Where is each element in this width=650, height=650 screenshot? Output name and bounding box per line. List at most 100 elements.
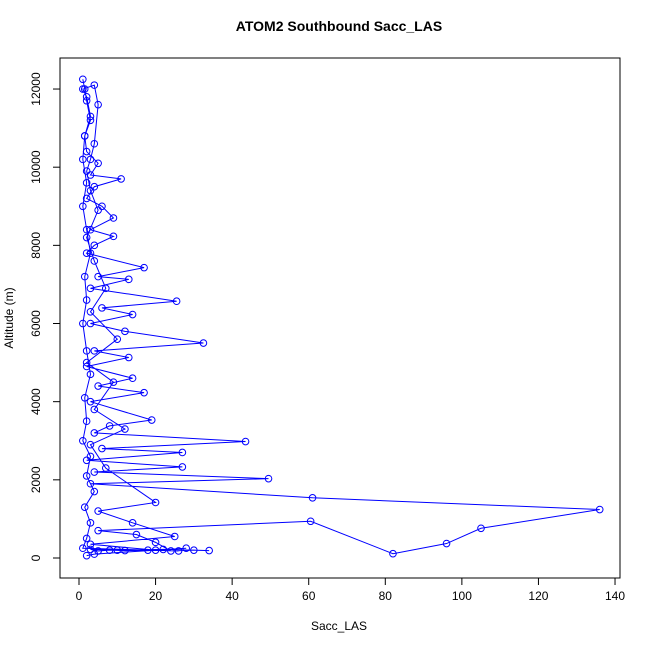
data-point (90, 405, 99, 414)
data-point (98, 202, 106, 211)
data-point (82, 456, 91, 465)
x-tick-label: 60 (302, 589, 316, 603)
data-point (98, 304, 106, 312)
data-point (389, 549, 397, 558)
data-point (86, 112, 95, 121)
data-point (82, 534, 91, 543)
data-point (94, 507, 102, 515)
data-point (86, 545, 95, 554)
data-point (205, 546, 213, 555)
data-point (190, 546, 198, 554)
data-point (140, 263, 148, 272)
data-point (94, 159, 102, 168)
data-point (82, 362, 91, 371)
data-point (174, 547, 183, 555)
x-axis-label: Sacc_LAS (311, 619, 367, 633)
data-point (98, 444, 106, 453)
data-point (105, 546, 114, 554)
data-point (79, 85, 87, 93)
data-point (82, 296, 91, 304)
y-tick-label: 10000 (29, 150, 43, 184)
data-point (94, 526, 102, 535)
x-tick-label: 100 (452, 589, 472, 603)
data-point (79, 544, 87, 553)
data-point (182, 544, 190, 553)
x-tick-label: 40 (225, 589, 239, 603)
data-point (94, 272, 102, 281)
data-point (86, 519, 95, 527)
data-point (140, 388, 148, 397)
data-point (82, 233, 91, 242)
data-point (109, 214, 118, 222)
data-point (109, 232, 118, 241)
data-point (172, 297, 181, 306)
data-point (79, 202, 87, 211)
data-point (308, 494, 317, 502)
data-point (90, 139, 99, 148)
data-point (82, 179, 91, 187)
data-point (80, 503, 89, 511)
data-point (94, 100, 102, 109)
data-point (159, 545, 168, 554)
data-point (121, 425, 129, 433)
y-tick-label: 8000 (29, 232, 43, 259)
data-point (90, 487, 99, 496)
data-point (80, 132, 89, 140)
data-point (109, 378, 118, 386)
data-point (80, 393, 89, 402)
data-point (128, 310, 137, 319)
x-tick-label: 0 (76, 589, 83, 603)
data-point (170, 532, 179, 541)
data-point (90, 550, 99, 558)
data-point (86, 397, 95, 406)
data-point (199, 339, 208, 347)
data-point (105, 422, 114, 430)
data-point (90, 241, 99, 250)
data-point (121, 546, 129, 555)
data-point (86, 171, 95, 179)
data-point (178, 448, 187, 457)
data-point (80, 272, 89, 281)
data-point (477, 524, 485, 533)
y-axis-label: Altitude (m) (2, 287, 16, 348)
data-point (595, 505, 604, 514)
data-point (151, 546, 160, 554)
data-point (86, 186, 95, 195)
x-tick-label: 20 (149, 589, 163, 603)
x-tick-label: 120 (528, 589, 548, 603)
data-point (94, 382, 102, 390)
data-point (264, 474, 273, 483)
data-point (241, 437, 250, 446)
data-point (86, 249, 95, 257)
data-point (124, 275, 133, 284)
y-tick-label: 6000 (29, 310, 43, 337)
data-point (82, 147, 91, 156)
data-point (90, 81, 99, 89)
data-point (151, 538, 160, 547)
data-point (79, 436, 87, 445)
data-point (90, 429, 99, 437)
data-point (178, 463, 187, 471)
data-point (80, 85, 89, 93)
data-point (167, 547, 175, 555)
data-line (82, 79, 600, 557)
plot-frame (59, 57, 621, 579)
data-point (82, 347, 91, 355)
data-point (86, 116, 95, 125)
data-point (82, 472, 91, 480)
data-point (86, 284, 95, 293)
data-point (121, 327, 129, 336)
data-point (101, 284, 110, 293)
data-point (442, 539, 451, 548)
data-point (144, 546, 152, 554)
data-point (306, 517, 315, 526)
data-point (82, 551, 91, 560)
y-tick-label: 0 (29, 554, 43, 561)
data-point (128, 519, 137, 527)
data-point (90, 468, 99, 476)
x-tick-label: 140 (605, 589, 625, 603)
y-tick-label: 2000 (29, 466, 43, 493)
data-point (82, 249, 91, 257)
data-point (79, 155, 87, 164)
data-point (90, 182, 99, 191)
